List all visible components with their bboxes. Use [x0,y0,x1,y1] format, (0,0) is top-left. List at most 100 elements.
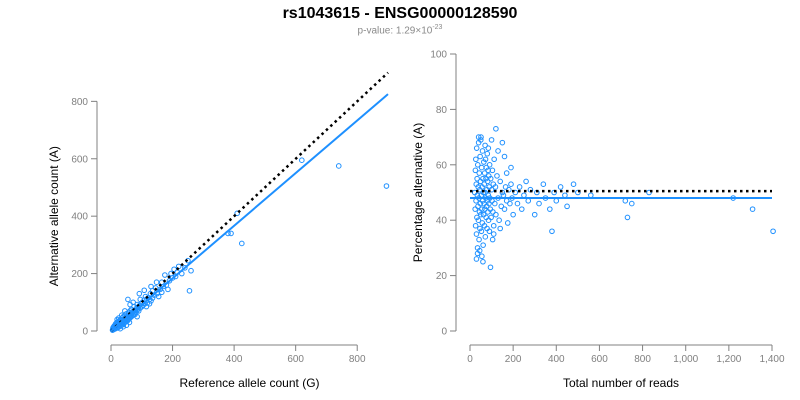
panel1-data-point [162,272,168,278]
panel1-data-point [148,283,154,290]
panel2-data-point [486,200,492,207]
panel2-data-point [564,203,570,210]
panel2-y-tick-label: 20 [436,271,448,282]
panel2-x-tick-label: 0 [467,354,473,365]
panel2-data-point [508,164,514,171]
panel2-data-point [481,159,487,165]
panel2-data-point [492,200,498,207]
panel2-data-point [493,125,499,132]
panel2-data-point [479,253,485,260]
panel2-data-point [475,217,482,223]
panel2-data-point [500,192,507,199]
panel2-data-point [473,198,479,204]
panel2-data-point [490,222,497,229]
panel2-data-point [547,206,553,212]
panel1-data-point [171,266,177,273]
panel2-data-point [485,145,492,151]
panel1-data-point [165,286,171,293]
panel1-data-point [141,287,148,294]
panel2-data-point [477,137,484,143]
panel2-data-point [518,206,525,212]
panel2-data-point [476,247,483,254]
panel2-data-point [472,222,479,229]
panel1-data-point [123,322,130,329]
panel2-data-point [478,134,484,140]
panel2-data-point [575,189,581,196]
panel2-data-point [514,200,521,207]
panel2-data-point [504,220,511,226]
panel2-data-point [474,175,480,182]
panel2-data-point [549,228,555,235]
panel2-data-point [481,181,488,187]
panel1-data-point [335,163,342,169]
panel2-x-tick-label: 1,200 [716,354,741,365]
panel2-data-point [557,184,564,190]
panel1-data-point [130,299,136,306]
panel1-data-point [383,183,390,189]
panel2-data-point [588,192,594,199]
panel2-data-point [482,206,488,212]
panel2-data-point [489,236,496,243]
panel2-data-point [482,142,488,149]
panel2-data-point [473,231,480,237]
panel2-data-point [749,206,756,212]
panel2-data-point [507,200,513,207]
panel2-data-point [512,189,519,196]
panel1-x-tick-label: 0 [108,354,114,365]
panel2-data-point [622,198,629,204]
panel2-data-point [508,181,514,187]
panel2-data-point [570,181,577,187]
panel2-x-axis-title: Total number of reads [563,376,679,390]
panel2-data-point [480,258,486,265]
panel2-data-point [536,200,542,207]
panel2-data-point [540,181,547,187]
panel1-data-point [182,265,188,271]
panel2-data-point [531,211,538,218]
panel2-data-point [472,167,479,174]
panel1-data-point [239,240,245,247]
panel1-data-point [155,293,162,300]
panel2-data-point [521,192,527,199]
panel2-data-point [488,186,495,193]
panel2-data-point [523,178,529,185]
panel2-data-point [481,170,488,176]
panel2-data-point [486,162,493,168]
panel1-data-point [166,277,173,284]
panel1-data-point [169,275,176,281]
panel2-data-point [473,256,480,262]
panel2-data-point [472,206,478,212]
chart-title: rs1043615 - ENSG00000128590 [282,5,518,22]
panel2-data-point [475,184,481,190]
panel2-data-point [501,206,508,212]
panel1-data-point [122,308,128,314]
panel2-data-point [628,200,635,207]
panel2-y-tick-label: 60 [436,160,448,171]
panel1-y-tick-label: 400 [71,212,88,223]
panel2-data-point [501,153,508,160]
panel2-data-point [525,198,532,204]
panel2-data-point [474,214,480,221]
panel2-data-point [494,173,500,179]
panel2-data-point [490,209,496,215]
panel1-data-point [115,315,122,321]
panel2-data-point [484,150,491,157]
panel2-data-point [496,217,502,223]
panel2-data-point [480,242,486,248]
panel2-data-point [502,184,509,190]
p-value-subtitle: p-value: 1.29×10-23 [0,24,800,36]
panel2-x-tick-label: 1,000 [673,354,698,365]
panel2-x-tick-label: 400 [548,354,565,365]
panel2-data-point [486,228,493,235]
p-value-exponent: -23 [432,24,443,31]
panel2-data-point [477,153,483,160]
panel1-data-point [120,323,127,330]
panel1-data-point [136,290,143,297]
panel1-data-point [299,157,305,163]
panel2-data-point [490,231,497,237]
panel2-data-point [480,211,487,218]
panel2-data-point [473,145,480,151]
panel2-data-point [484,178,491,185]
panel2-y-tick-label: 100 [430,50,447,61]
panel2-data-point [476,170,483,176]
